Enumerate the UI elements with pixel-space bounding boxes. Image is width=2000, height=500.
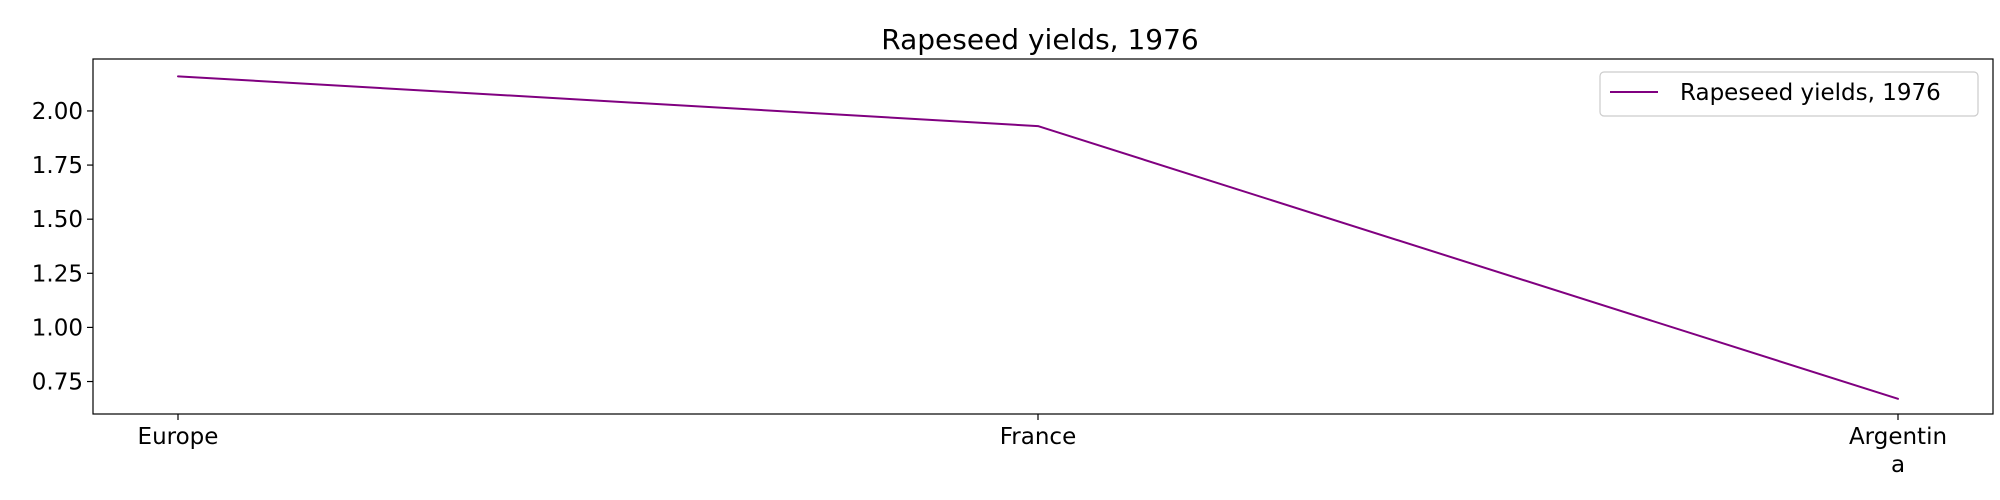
legend: Rapeseed yields, 1976 [1599, 71, 1979, 117]
series-layer [177, 75, 1899, 400]
chart-title: Rapeseed yields, 1976 [881, 23, 1199, 56]
x-tick-label: France [1000, 424, 1076, 450]
legend-box [1599, 71, 1979, 117]
plot-area [92, 58, 1994, 415]
y-tick-label: 1.75 [32, 153, 83, 179]
x-axis: Europe France Argentin a [138, 414, 1947, 478]
y-tick-label: 2.00 [32, 99, 83, 125]
x-tick-label: Europe [138, 424, 219, 450]
series-line-0 [177, 75, 1899, 400]
y-tick-label: 1.50 [32, 207, 83, 233]
y-tick-label: 1.25 [32, 261, 83, 287]
y-tick-label: 0.75 [32, 370, 83, 396]
y-axis: 0.75 1.00 1.25 1.50 1.75 2.00 [32, 99, 93, 396]
x-tick-label: Argentin a [1849, 424, 1947, 478]
y-tick-label: 1.00 [32, 315, 83, 341]
legend-label: Rapeseed yields, 1976 [1680, 80, 1941, 106]
